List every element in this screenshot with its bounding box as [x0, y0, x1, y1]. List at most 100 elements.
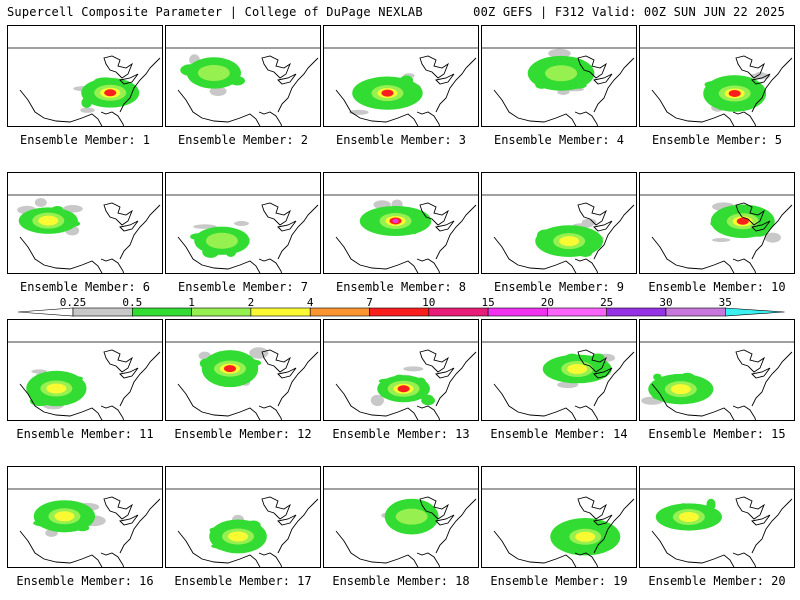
coastline — [100, 111, 124, 126]
great-lakes — [419, 55, 449, 79]
great-lakes — [593, 367, 613, 379]
scp-field — [180, 54, 245, 96]
member-map — [324, 47, 478, 126]
great-lakes — [751, 73, 771, 85]
scp-field — [710, 202, 781, 243]
colorbar-tick-label: 20 — [541, 296, 554, 309]
color-scale: 0.25 0.5 1 2 4 7 10 15 20 25 30 35 — [17, 296, 785, 317]
map-panel — [323, 466, 479, 568]
colorbar-tick-label: 7 — [366, 296, 373, 309]
great-lakes — [751, 367, 771, 379]
coastline — [416, 111, 440, 126]
great-lakes — [119, 220, 139, 232]
great-lakes — [577, 496, 607, 520]
member-map — [640, 47, 794, 126]
coastline — [574, 405, 598, 420]
coastline — [593, 351, 635, 407]
coastline — [435, 498, 477, 554]
coastline — [119, 204, 161, 260]
coastline — [119, 498, 161, 554]
coastline — [651, 236, 735, 273]
colorbar-swatch — [547, 307, 608, 317]
great-lakes — [577, 349, 607, 373]
member-map — [482, 194, 636, 273]
coastline — [493, 530, 577, 567]
member-map — [324, 194, 478, 273]
member-map — [8, 47, 162, 126]
map-panel — [639, 25, 795, 127]
great-lakes — [577, 202, 607, 226]
coastline — [19, 530, 103, 567]
member-label: Ensemble Member: 12 — [174, 427, 312, 441]
coastline — [651, 89, 735, 126]
coastline — [493, 383, 577, 420]
coastline — [177, 530, 261, 567]
coastline — [574, 552, 598, 567]
colorbar-tick-label: 2 — [248, 296, 255, 309]
member-map — [166, 194, 320, 273]
member-map — [324, 488, 478, 567]
great-lakes — [419, 349, 449, 373]
member-map — [324, 341, 478, 420]
great-lakes — [435, 367, 455, 379]
coastline — [258, 552, 282, 567]
great-lakes — [435, 514, 455, 526]
member-label: Ensemble Member: 1 — [19, 133, 151, 147]
great-lakes — [261, 349, 291, 373]
coastline — [751, 351, 793, 407]
colorbar-swatch — [250, 307, 311, 317]
scp-field — [703, 71, 771, 112]
coastline — [277, 498, 319, 554]
great-lakes — [261, 202, 291, 226]
coastline — [335, 236, 419, 273]
colorbar-right-arrow — [724, 307, 785, 317]
coastline — [435, 57, 477, 113]
coastline — [335, 383, 419, 420]
great-lakes — [261, 496, 291, 520]
map-panel — [165, 466, 321, 568]
coastline — [435, 351, 477, 407]
colorbar-swatch — [665, 307, 726, 317]
great-lakes — [735, 55, 765, 79]
colorbar-swatch — [606, 307, 667, 317]
great-lakes — [103, 496, 133, 520]
colorbar-tick-label: 4 — [307, 296, 314, 309]
map-panel — [323, 319, 479, 421]
great-lakes — [261, 55, 291, 79]
great-lakes — [419, 496, 449, 520]
member-label: Ensemble Member: 7 — [177, 280, 309, 294]
map-panel — [481, 319, 637, 421]
coastline — [119, 57, 161, 113]
member-label: Ensemble Member: 15 — [648, 427, 786, 441]
colorbar-tick-label: 25 — [600, 296, 613, 309]
coastline — [751, 498, 793, 554]
member-map — [8, 194, 162, 273]
member-label: Ensemble Member: 3 — [335, 133, 467, 147]
coastline — [732, 552, 756, 567]
colorbar-tick-label: 30 — [659, 296, 672, 309]
member-map — [8, 488, 162, 567]
great-lakes — [419, 202, 449, 226]
map-panel — [481, 25, 637, 127]
map-panel — [7, 172, 163, 274]
coastline — [574, 258, 598, 273]
title-left: Supercell Composite Parameter | College … — [7, 5, 423, 19]
member-map — [8, 341, 162, 420]
coastline — [593, 57, 635, 113]
coastline — [732, 111, 756, 126]
coastline — [593, 204, 635, 260]
member-map — [166, 47, 320, 126]
colorbar-swatch — [191, 307, 252, 317]
great-lakes — [435, 73, 455, 85]
member-label: Ensemble Member: 11 — [16, 427, 154, 441]
coastline — [19, 236, 103, 273]
title-right: 00Z GEFS | F312 Valid: 00Z SUN JUN 22 20… — [473, 5, 785, 19]
great-lakes — [119, 73, 139, 85]
colorbar-tick-label: 10 — [422, 296, 435, 309]
scp-field — [198, 347, 269, 388]
coastline — [493, 89, 577, 126]
member-map — [640, 341, 794, 420]
colorbar-swatch — [72, 307, 133, 317]
coastline — [100, 552, 124, 567]
great-lakes — [103, 55, 133, 79]
